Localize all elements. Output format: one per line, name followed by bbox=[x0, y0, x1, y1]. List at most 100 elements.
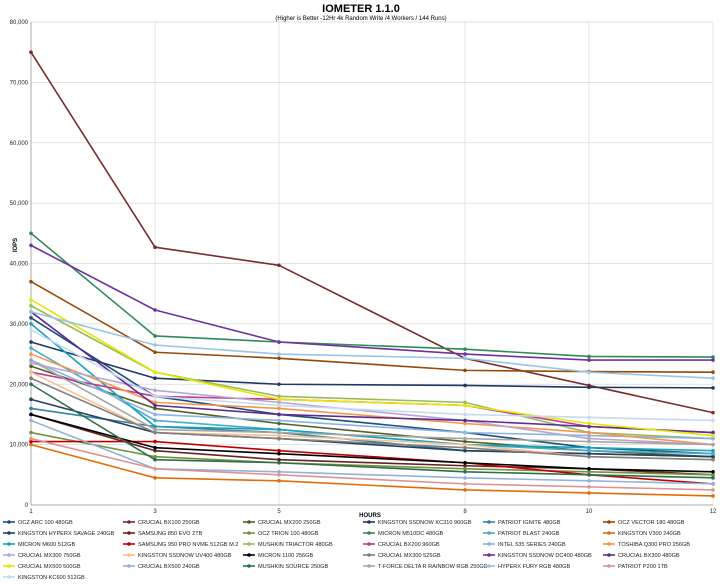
data-point bbox=[153, 376, 157, 381]
x-tick-label: 1 bbox=[29, 509, 33, 515]
data-point bbox=[277, 418, 281, 423]
legend-swatch-marker bbox=[367, 520, 371, 524]
data-point bbox=[29, 412, 33, 417]
legend-label: KINGSTON SSDNOW UV400 480GB bbox=[138, 553, 232, 559]
legend-swatch-marker bbox=[607, 553, 611, 557]
data-point bbox=[29, 439, 33, 444]
data-point bbox=[29, 382, 33, 387]
series-kingston-ssdnow-kc310-960gb bbox=[29, 340, 715, 390]
legend-item: CRUCIAL MX500 500GB bbox=[3, 564, 81, 570]
series-crucial-bx500-240gb bbox=[29, 418, 715, 486]
x-axis-title: HOURS bbox=[359, 513, 381, 519]
x-tick-label: 5 bbox=[277, 509, 281, 515]
data-point bbox=[711, 482, 715, 486]
data-point bbox=[277, 382, 281, 387]
series-line bbox=[30, 398, 714, 458]
legend-item: SAMSUNG 950 PRO NVME 512GB M.2 bbox=[123, 542, 238, 548]
data-point bbox=[463, 436, 467, 441]
data-point bbox=[29, 358, 33, 362]
series-line bbox=[30, 232, 714, 358]
legend-swatch-marker bbox=[247, 531, 251, 535]
data-point bbox=[711, 494, 715, 498]
legend-item: INTEL 535 SERIES 240GB bbox=[483, 542, 566, 548]
data-point bbox=[277, 406, 281, 411]
legend-item: HYPERX FURY RGB 480GB bbox=[483, 564, 570, 570]
legend-swatch-marker bbox=[247, 542, 251, 546]
y-tick-label: 80,000 bbox=[10, 20, 29, 26]
data-point bbox=[29, 231, 33, 236]
data-point bbox=[29, 316, 33, 320]
legend-swatch-marker bbox=[247, 553, 251, 557]
legend-swatch-marker bbox=[7, 520, 11, 524]
data-point bbox=[153, 448, 157, 453]
data-point bbox=[277, 433, 281, 438]
data-point bbox=[587, 370, 591, 374]
data-point bbox=[463, 412, 467, 417]
data-point bbox=[277, 448, 281, 453]
legend-label: OCZ VECTOR 180 480GB bbox=[618, 520, 685, 526]
legend-label: PATRIOT IGNITE 480GB bbox=[498, 520, 561, 526]
legend-item: OCZ VECTOR 180 480GB bbox=[603, 520, 685, 526]
series-line bbox=[30, 437, 714, 491]
data-point bbox=[277, 400, 281, 405]
y-tick-label: 0 bbox=[25, 503, 29, 509]
series-crucial-mx500-500gb bbox=[29, 297, 715, 438]
data-point bbox=[29, 303, 33, 308]
legend-label: CRUCIAL MX300 525GB bbox=[378, 553, 441, 559]
data-point bbox=[463, 482, 467, 486]
legend-swatch-marker bbox=[7, 564, 11, 568]
data-point bbox=[587, 354, 591, 359]
series-line bbox=[30, 51, 714, 414]
data-point bbox=[277, 427, 281, 432]
data-point bbox=[463, 352, 467, 356]
legend-item: CRUCIAL BX200 960GB bbox=[363, 542, 440, 548]
legend-item: PATRIOT IGNITE 480GB bbox=[483, 520, 561, 526]
data-point bbox=[587, 479, 591, 483]
legend-item: T-FORCE DELTA R RAINBOW RGB 250GB bbox=[363, 564, 488, 570]
legend-swatch-marker bbox=[607, 542, 611, 546]
data-point bbox=[463, 421, 467, 426]
chart-title: IOMETER 1.1.0 bbox=[322, 3, 400, 15]
data-point bbox=[29, 418, 33, 423]
data-point bbox=[153, 476, 157, 480]
legend-swatch-marker bbox=[487, 553, 491, 557]
data-point bbox=[29, 310, 33, 314]
legend-swatch-marker bbox=[487, 564, 491, 568]
data-point bbox=[463, 383, 467, 388]
legend-item: OCZ ARC 100 480GB bbox=[3, 520, 73, 526]
legend-item: MUSHKIN SOURCE 250GB bbox=[243, 564, 329, 570]
series-t-force-delta-r-rainbow-rgb-250gb bbox=[29, 358, 715, 447]
data-point bbox=[277, 451, 281, 456]
data-point bbox=[277, 436, 281, 441]
y-tick-label: 70,000 bbox=[10, 80, 29, 86]
series-line bbox=[30, 431, 714, 476]
data-point bbox=[153, 457, 157, 462]
data-point bbox=[29, 50, 33, 54]
y-tick-label: 20,000 bbox=[10, 382, 29, 388]
data-point bbox=[463, 442, 467, 447]
legend-item: KINGSTON KC600 512GB bbox=[3, 575, 85, 581]
legend-swatch-marker bbox=[7, 575, 11, 579]
data-point bbox=[277, 473, 281, 477]
data-point bbox=[711, 469, 715, 474]
series-hyperx-fury-rgb-480gb bbox=[29, 310, 715, 381]
series-line bbox=[30, 329, 714, 422]
legend-label: KINGSTON HYPERX SAVAGE 240GB bbox=[18, 531, 115, 537]
legend-item: KINGSTON HYPERX SAVAGE 240GB bbox=[3, 531, 115, 537]
series-patriot-p200-1tb bbox=[29, 436, 715, 492]
data-point bbox=[29, 364, 33, 368]
data-point bbox=[587, 454, 591, 459]
legend-label: KINGSTON KC600 512GB bbox=[18, 575, 85, 581]
legend-swatch-marker bbox=[127, 531, 131, 535]
legend-label: MUSHKIN SOURCE 250GB bbox=[258, 564, 329, 570]
data-point bbox=[587, 469, 591, 474]
legend-swatch-marker bbox=[487, 542, 491, 546]
series-kingston-v300-240gb bbox=[29, 442, 715, 498]
data-point bbox=[277, 340, 281, 344]
data-point bbox=[711, 433, 715, 438]
legend-swatch-marker bbox=[367, 553, 371, 557]
series-crucial-mx300-525gb bbox=[29, 376, 715, 462]
y-tick-label: 50,000 bbox=[10, 201, 29, 207]
data-point bbox=[587, 430, 591, 435]
legend-label: T-FORCE DELTA R RAINBOW RGB 250GB bbox=[378, 564, 488, 570]
